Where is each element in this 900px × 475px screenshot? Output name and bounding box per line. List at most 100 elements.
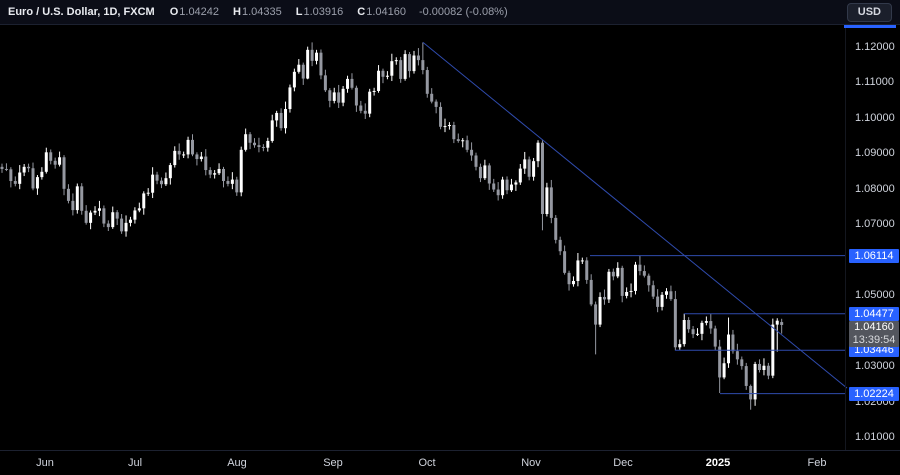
candle-body — [35, 177, 39, 189]
candle-body — [629, 290, 633, 292]
candle-body — [487, 165, 491, 184]
currency-toggle-button[interactable]: USD — [846, 3, 892, 22]
current-price-label[interactable]: 1.04160 13:39:54 — [849, 320, 899, 347]
candle-body — [199, 156, 203, 160]
bar-countdown-timer: 13:39:54 — [852, 333, 896, 346]
candle-body — [372, 90, 376, 92]
level-price-label[interactable]: 1.04477 — [849, 306, 899, 321]
candle-body — [297, 64, 301, 72]
candle-body — [71, 200, 75, 211]
candle-body — [390, 61, 394, 76]
time-tick-label: 2025 — [705, 457, 731, 469]
candle-body — [13, 181, 17, 184]
candle-body — [279, 112, 283, 129]
candle-body — [749, 385, 753, 400]
candle-body — [89, 212, 93, 223]
candle-body — [452, 124, 456, 140]
candle-body — [611, 271, 615, 277]
candle-body — [222, 168, 225, 182]
candle-body — [97, 208, 101, 211]
candle-body — [58, 157, 62, 165]
candle-body — [310, 49, 314, 61]
candle-body — [120, 218, 124, 232]
candle-body — [399, 60, 403, 79]
candle-body — [412, 55, 416, 72]
active-scale-underline — [844, 25, 896, 28]
candle-body — [633, 264, 637, 291]
trendline[interactable] — [422, 42, 848, 389]
candle-body — [425, 70, 429, 94]
candle-body — [470, 149, 474, 156]
candle-body — [483, 165, 487, 179]
candle-body — [217, 168, 221, 174]
candle-body — [62, 157, 66, 189]
candle-body — [22, 166, 26, 173]
candle-body — [616, 267, 620, 277]
time-tick-label: Aug — [227, 457, 247, 469]
candle-body — [124, 222, 128, 232]
candle-body — [257, 145, 261, 147]
time-tick-label: Oct — [418, 457, 436, 469]
candle-body — [84, 210, 88, 223]
candle-body — [696, 333, 700, 335]
candle-body — [443, 126, 447, 128]
candle-body — [49, 152, 53, 161]
candle-body — [244, 134, 248, 150]
candle-body — [261, 146, 265, 148]
time-axis[interactable]: Jun Jul Aug Sep Oct Nov Dec 2025 Feb — [0, 450, 900, 475]
candle-body — [93, 210, 97, 213]
candle-body — [523, 159, 527, 169]
candle-body — [709, 321, 713, 329]
candle-body — [226, 181, 230, 184]
candle-body — [758, 363, 762, 370]
candle-body — [576, 260, 580, 281]
candle-body — [780, 322, 784, 325]
candle-body — [532, 161, 536, 177]
level-price-label[interactable]: 1.06114 — [849, 248, 899, 263]
ohlc-values: O 1.04242 H 1.04335 L 1.03916 C 1.04160 — [164, 6, 406, 18]
candle-body — [704, 321, 708, 323]
candle-body — [315, 52, 319, 61]
candle-body — [687, 319, 691, 330]
candle-body — [408, 54, 412, 72]
candle-body — [647, 275, 651, 286]
candle-body — [137, 208, 141, 211]
candle-body — [501, 179, 505, 196]
candle-body — [323, 75, 327, 91]
candle-body — [585, 260, 589, 280]
candle-body — [301, 64, 305, 79]
price-tick-label: 1.01000 — [855, 430, 895, 443]
candle-body — [288, 87, 292, 110]
candle-body — [159, 180, 163, 185]
time-tick-label: Nov — [521, 457, 541, 469]
ohlc-pair: L 1.03916 — [295, 6, 344, 18]
candle-body — [775, 320, 779, 325]
price-axis[interactable]: 1.12000 1.11000 1.10000 1.09000 1.08000 1.070… — [845, 25, 900, 450]
candle-body — [368, 91, 372, 114]
change-value: -0.00082 (-0.08%) — [418, 6, 508, 18]
candle-body — [164, 178, 168, 185]
candle-body — [102, 208, 106, 224]
candle-body — [235, 179, 239, 193]
candle-body — [478, 166, 482, 179]
candle-body — [346, 78, 350, 89]
price-tick-label: 1.09000 — [855, 147, 895, 160]
candle-body — [536, 142, 540, 162]
candle-body — [66, 188, 70, 201]
candle-body — [253, 142, 257, 146]
candle-body — [182, 154, 186, 156]
candle-body — [563, 251, 567, 273]
candle-body — [594, 304, 598, 325]
candle-body — [474, 155, 478, 167]
symbol-legend[interactable]: Euro / U.S. Dollar, 1D, FXCM O 1.04242 H 1.… — [8, 6, 508, 18]
candle-body — [128, 219, 132, 223]
candle-body — [514, 182, 518, 185]
candle-body — [266, 140, 270, 148]
level-price-label[interactable]: 1.02224 — [849, 386, 899, 401]
candle-body — [40, 171, 44, 178]
candle-body — [75, 186, 79, 211]
candle-body — [727, 334, 731, 364]
candle-body — [385, 75, 389, 77]
candle-body — [439, 106, 443, 127]
